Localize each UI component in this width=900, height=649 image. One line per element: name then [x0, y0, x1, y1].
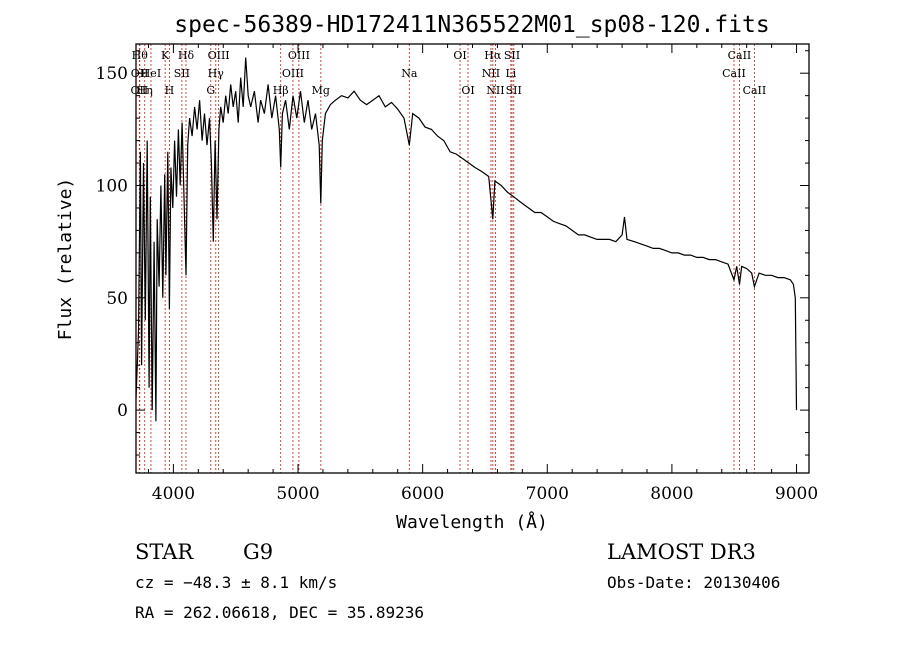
redshift-cz: cz = −48.3 ± 8.1 km/s: [135, 573, 338, 592]
line-markers: [138, 44, 755, 473]
line-label: OIII: [288, 49, 310, 62]
x-tick-label: 9000: [775, 484, 818, 504]
y-tick-label: 100: [96, 177, 128, 197]
line-label: G: [206, 84, 215, 97]
line-label: Hη: [137, 84, 153, 97]
observation-date: Obs-Date: 20130406: [607, 573, 781, 592]
x-tick-label: 4000: [152, 484, 195, 504]
y-axis-ticks: 0 50 100 150: [96, 50, 809, 456]
y-tick-label: 150: [96, 64, 128, 84]
x-tick-label: 8000: [650, 484, 693, 504]
x-axis-label: Wavelength (Å): [396, 511, 548, 533]
line-label: CaII: [743, 84, 767, 97]
line-label: OIII: [208, 49, 230, 62]
line-label: SII: [506, 84, 522, 97]
line-label: SII: [174, 67, 190, 80]
line-label: K: [161, 49, 170, 62]
line-label: NII: [486, 84, 504, 97]
y-axis-label: Flux (relative): [55, 178, 76, 341]
line-label: OI: [453, 49, 466, 62]
line-label: Mg: [312, 84, 330, 97]
x-tick-label: 5000: [276, 484, 319, 504]
line-label: Hδ: [178, 49, 195, 62]
line-label: Hα: [484, 49, 502, 62]
y-tick-label: 50: [106, 289, 128, 309]
line-label: HeI: [141, 67, 161, 80]
spectrum-line: [135, 57, 798, 422]
coordinates: RA = 262.06618, DEC = 35.89236: [135, 603, 424, 622]
line-label: NII: [482, 67, 500, 80]
x-tick-label: 6000: [401, 484, 444, 504]
object-subclass: G9: [243, 540, 274, 564]
chart-title: spec-56389-HD172411N365522M01_sp08-120.f…: [174, 12, 769, 38]
object-class: STAR: [135, 540, 194, 564]
x-tick-label: 7000: [526, 484, 569, 504]
survey-name: LAMOST DR3: [607, 540, 756, 564]
line-label: Hβ: [273, 84, 289, 97]
line-labels: HθOIIOIIHηHeIKHSIIHδGHγOIIIHβOIIIOIIIMgN…: [131, 49, 767, 97]
line-label: Hγ: [208, 67, 225, 80]
line-label: CaII: [722, 67, 746, 80]
line-label: H: [165, 84, 175, 97]
line-label: SII: [504, 49, 520, 62]
line-label: OI: [461, 84, 474, 97]
line-label: OII: [131, 84, 149, 97]
line-label: Na: [401, 67, 418, 80]
x-axis-ticks: 4000 5000 6000 7000 8000 9000: [147, 44, 818, 504]
y-tick-label: 0: [117, 401, 128, 421]
line-label: OIII: [282, 67, 304, 80]
line-label: Li: [505, 67, 516, 80]
line-label: CaII: [728, 49, 752, 62]
